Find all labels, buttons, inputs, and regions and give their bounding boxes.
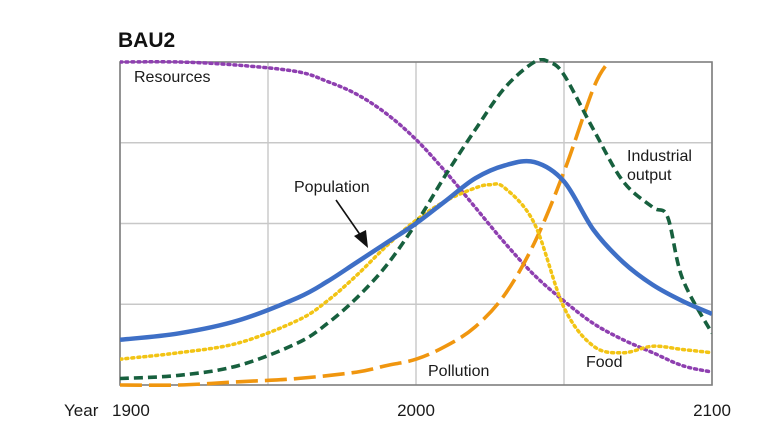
annotation-industrial: Industrial <box>627 148 692 165</box>
x-tick-labels: 1900 2000 2100 <box>112 401 731 420</box>
series-line-population <box>120 158 712 343</box>
series-line-industrial-output <box>120 58 712 381</box>
annotation-output: output <box>627 167 672 184</box>
x-tick-label: 2000 <box>397 401 435 420</box>
annotation-pollution: Pollution <box>428 363 489 380</box>
annotation-resources: Resources <box>134 69 210 86</box>
series-layer <box>120 58 712 387</box>
x-tick-label: 1900 <box>112 401 150 420</box>
population-pointer-arrow <box>335 199 368 248</box>
annotation-food: Food <box>586 354 622 371</box>
series-line-pollution <box>120 61 610 387</box>
plot-frame <box>119 61 713 386</box>
x-axis-prefix: Year <box>64 401 99 420</box>
annotation-population: Population <box>294 179 370 196</box>
chart-title: BAU2 <box>118 29 175 52</box>
x-tick-label: 2100 <box>693 401 731 420</box>
series-line-food <box>120 182 712 361</box>
